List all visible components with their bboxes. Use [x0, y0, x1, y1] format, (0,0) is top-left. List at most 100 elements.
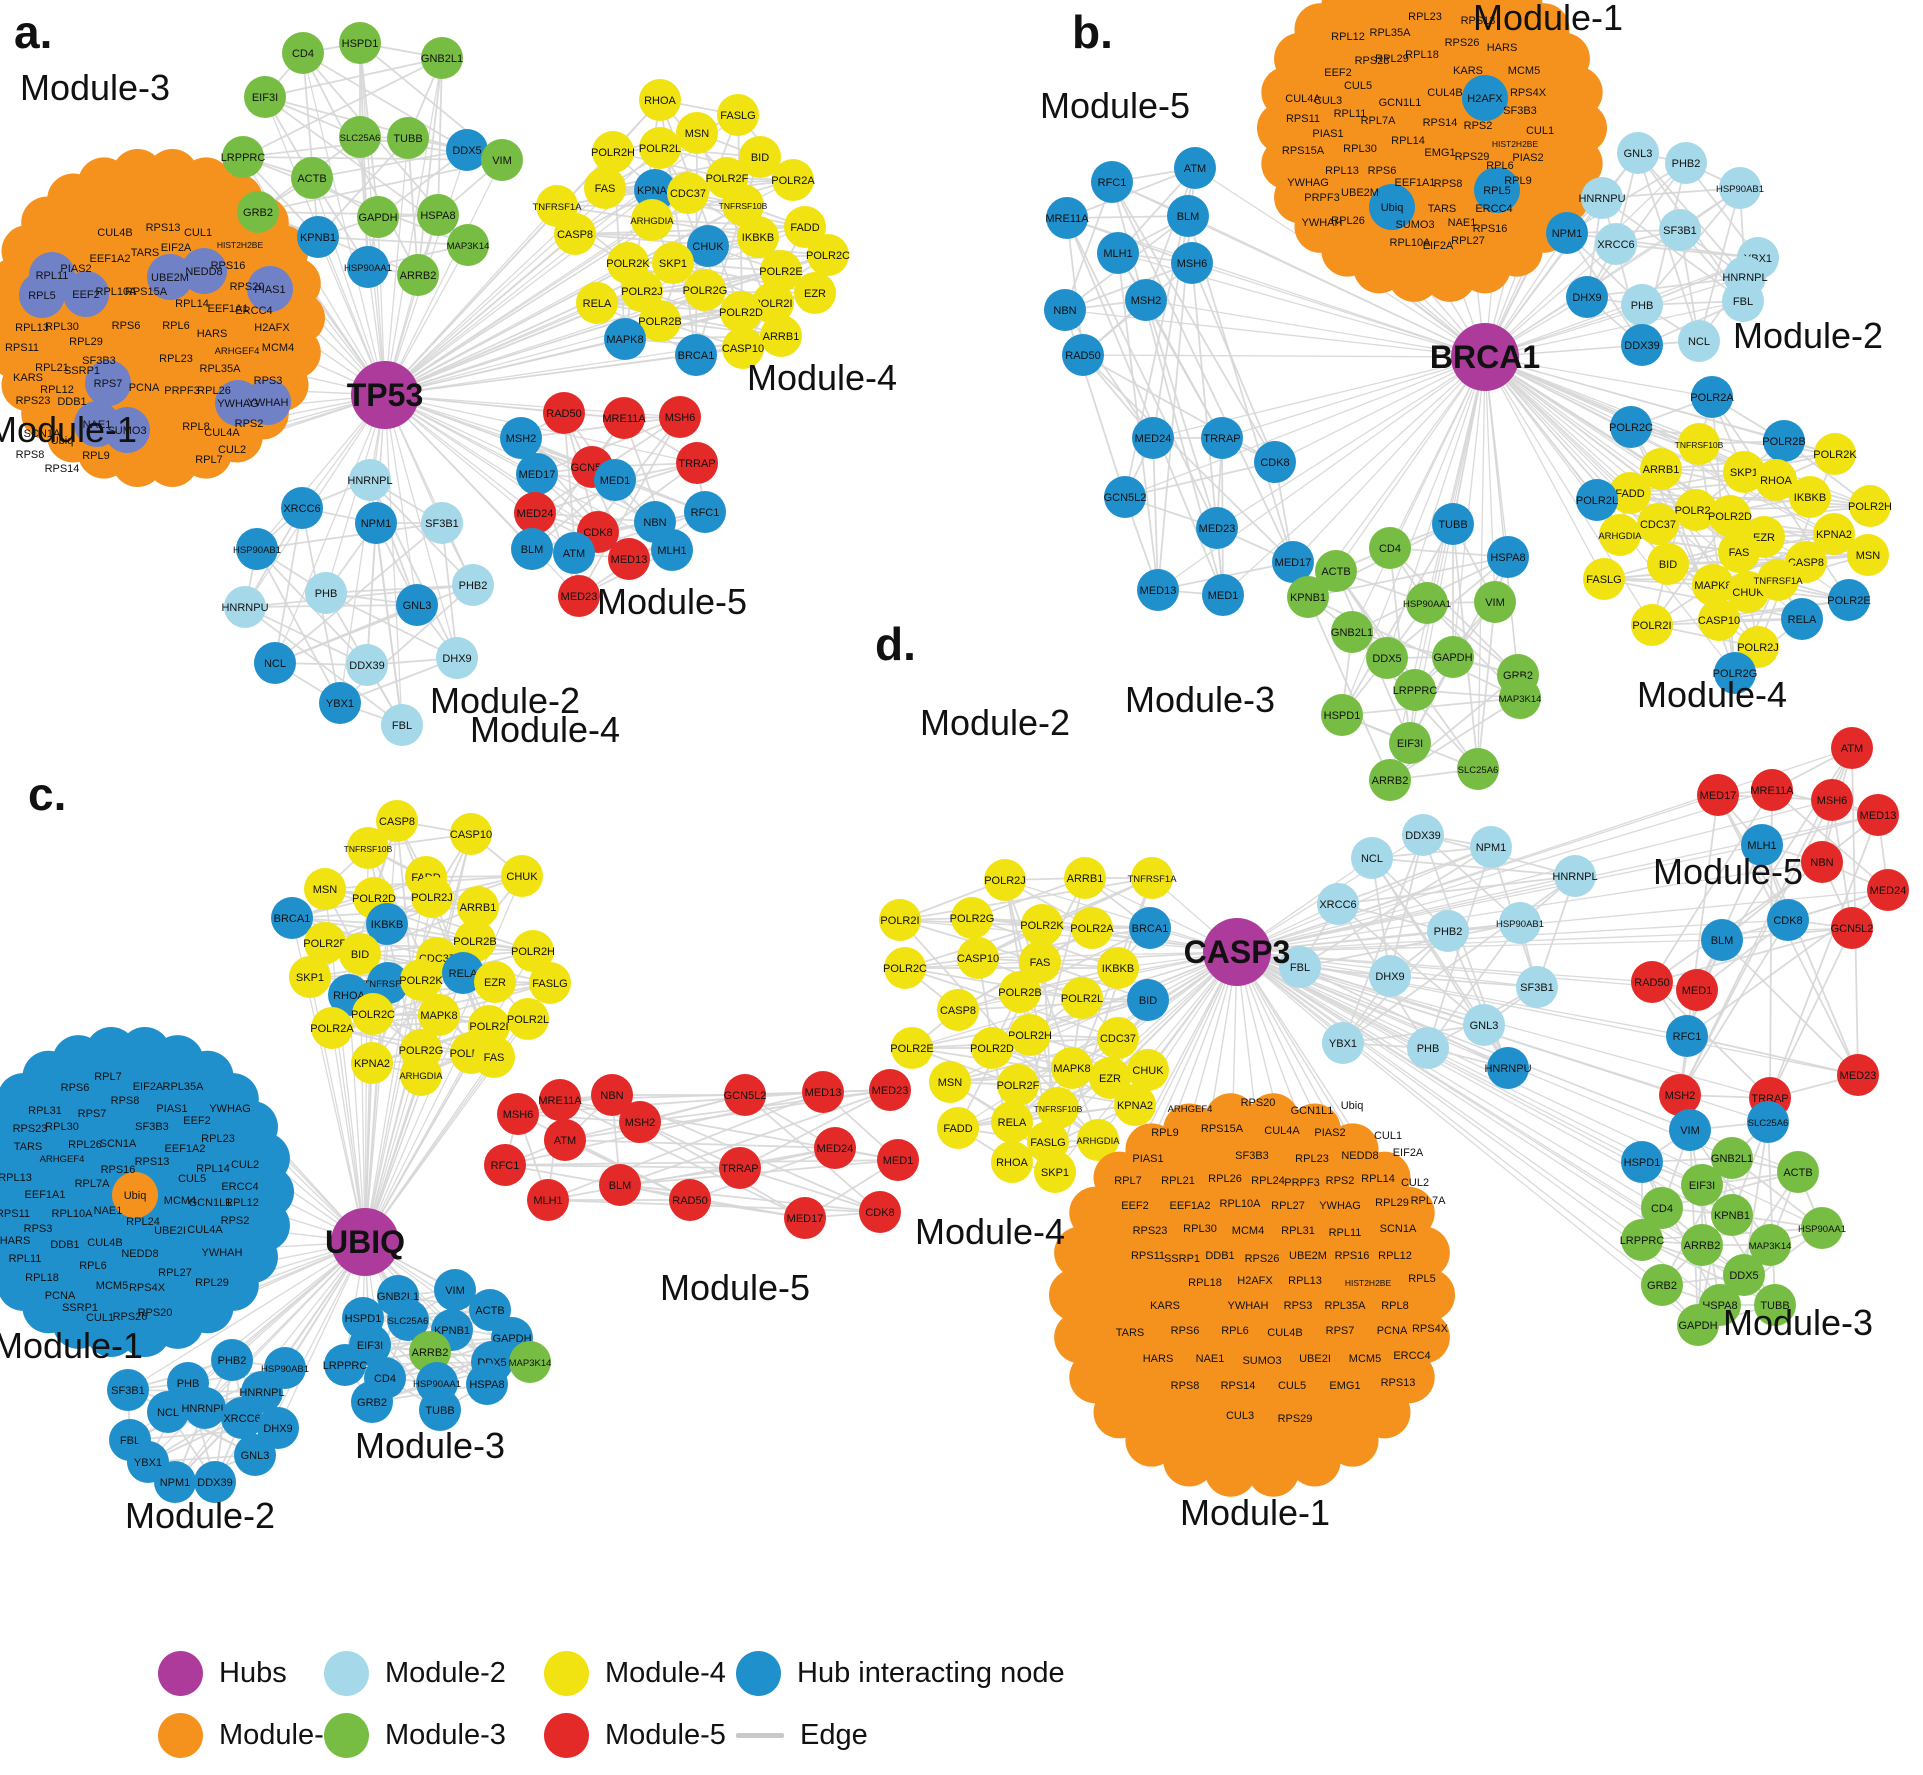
node-circle — [224, 586, 266, 628]
node-xrcc6: XRCC6 — [221, 1397, 263, 1439]
node-map3k14: MAP3K14 — [447, 224, 489, 266]
edge — [739, 1089, 891, 1169]
node-label-rpl13: RPL13 — [15, 322, 49, 334]
node-label-eif2a: EIF2A — [1393, 1147, 1424, 1159]
edge — [1484, 356, 1713, 398]
edge — [1689, 1129, 1771, 1246]
legend-item-module-2: Module-2 — [324, 1650, 544, 1696]
edge — [339, 394, 386, 704]
node-label-nae1: NAE1 — [1196, 1353, 1225, 1365]
node-circle — [434, 1269, 476, 1311]
node-nbn: NBN — [1044, 289, 1086, 331]
node-label-blm: BLM — [1711, 935, 1734, 947]
node-label-cd4: CD4 — [1379, 543, 1401, 555]
node-circle — [720, 291, 762, 333]
node-fas: FAS — [584, 167, 626, 209]
node-polr2b: POLR2B — [638, 300, 682, 342]
node-circle — [1676, 969, 1718, 1011]
node-label-phb: PHB — [1417, 1043, 1440, 1055]
node-msn: MSN — [929, 1061, 971, 1103]
node-circle — [544, 1119, 586, 1161]
node-label-rpl23: RPL23 — [1408, 11, 1442, 23]
node-circle — [1061, 977, 1103, 1019]
node-label-cul2: CUL2 — [218, 444, 246, 456]
node-label-nae1: NAE1 — [94, 1205, 123, 1217]
node-polr2a: POLR2A — [1070, 907, 1114, 949]
node-label-rpl12: RPL12 — [40, 384, 74, 396]
node-label-eef2: EEF2 — [72, 289, 100, 301]
node-hsp90aa1: HSP90AA1 — [1798, 1207, 1846, 1249]
node-label-rpl11: RPL11 — [36, 270, 69, 282]
node-circle — [717, 94, 759, 136]
node-circle — [1698, 599, 1740, 641]
node-circle — [1811, 779, 1853, 821]
panel-letter-c: c. — [28, 768, 66, 820]
node-rhoa: RHOA — [1755, 459, 1797, 501]
node-cd4: CD4 — [1369, 527, 1411, 569]
node-circle — [760, 250, 802, 292]
node-xrcc6: XRCC6 — [1317, 883, 1359, 925]
edge — [1389, 356, 1486, 781]
node-circle — [652, 242, 694, 284]
node-label-ywhag: YWHAG — [1319, 1200, 1361, 1212]
node-label-cul4a: CUL4A — [204, 427, 240, 439]
node-circle — [1813, 513, 1855, 555]
node-polr2l: POLR2L — [1061, 977, 1103, 1019]
node-actb: ACTB — [1777, 1151, 1819, 1193]
node-label-hars: HARS — [0, 1235, 30, 1247]
node-label-tars: TARS — [14, 1141, 43, 1153]
node-circle — [1719, 167, 1761, 209]
node-label-phb2: PHB2 — [218, 1355, 247, 1367]
node-label-hars: HARS — [1143, 1353, 1174, 1365]
node-label-rps2: RPS2 — [1326, 1175, 1355, 1187]
module-1-blob-body — [1275, 0, 1589, 285]
node-label-gnl3: GNL3 — [1624, 148, 1653, 160]
node-label-ikbkb: IKBKB — [1794, 492, 1826, 504]
node-ncl: NCL — [1351, 837, 1393, 879]
node-label-ercc4: ERCC4 — [1393, 1350, 1430, 1362]
node-circle — [221, 1397, 263, 1439]
node-label-mcm5: MCM5 — [1349, 1353, 1381, 1365]
node-label-ddb1: DDB1 — [1205, 1250, 1234, 1262]
node-label-ncl: NCL — [264, 658, 286, 670]
edge — [547, 1147, 836, 1201]
node-label-rpl7a: RPL7A — [75, 1178, 111, 1190]
node-circle — [466, 1363, 508, 1405]
node-label-prpf3: PRPF3 — [1304, 192, 1339, 204]
edge — [1152, 437, 1159, 591]
node-label-rela: RELA — [583, 298, 612, 310]
node-circle — [1272, 541, 1314, 583]
node-label-gcn1l1: GCN1L1 — [1379, 97, 1422, 109]
edge — [1389, 834, 1424, 977]
node-label-polr2j: POLR2J — [621, 286, 663, 298]
edge — [1341, 697, 1521, 716]
node-circle — [304, 922, 346, 964]
node-label-med23: MED23 — [1840, 1070, 1877, 1082]
node-circle — [1767, 899, 1809, 941]
node-label-pias2: PIAS2 — [1512, 152, 1543, 164]
edge — [384, 394, 698, 464]
node-label-nbn: NBN — [1810, 857, 1833, 869]
node-circle — [442, 952, 484, 994]
node-med23: MED23 — [558, 575, 600, 617]
node-circle — [1402, 814, 1444, 856]
node-label-cul5: CUL5 — [178, 1173, 206, 1185]
node-label-msh6: MSH6 — [503, 1109, 534, 1121]
node-label-trrap: TRRAP — [1203, 433, 1240, 445]
node-gcn5l2: GCN5L2 — [1831, 907, 1873, 949]
node-label-polr2c: POLR2C — [883, 963, 927, 975]
node-circle — [543, 392, 585, 434]
node-label-mre11a: MRE11A — [1045, 213, 1089, 225]
node-label-cul4a: CUL4A — [1285, 93, 1321, 105]
node-label-faslg: FASLG — [1030, 1137, 1065, 1149]
node-circle — [1659, 1074, 1701, 1116]
node-skp1: SKP1 — [1034, 1151, 1076, 1193]
cluster-module-3: CD4 HSPD1 GNB2L1 EIF3I SLC25A6 TUBB DDX5 VIM LRP… — [221, 22, 523, 296]
node-fadd: FADD — [1609, 472, 1651, 514]
node-label-ube2m: UBE2M — [151, 272, 189, 284]
node-cdc37: CDC37 — [667, 172, 709, 214]
node-gnl3: GNL3 — [234, 1434, 276, 1476]
node-circle — [244, 76, 286, 118]
module-label-module-1: Module-1 — [1180, 1492, 1330, 1533]
